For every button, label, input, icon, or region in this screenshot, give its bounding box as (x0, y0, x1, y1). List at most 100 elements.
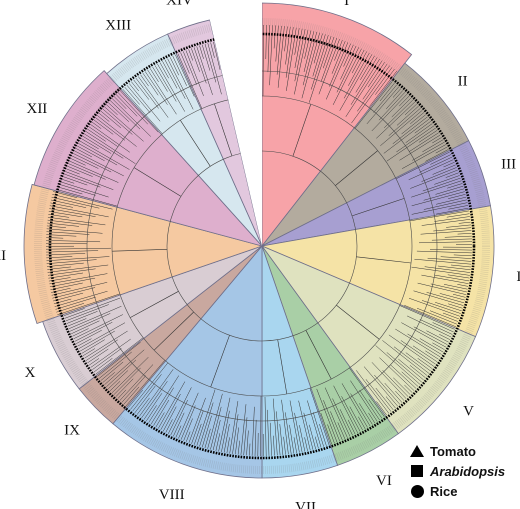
branch-line (299, 425, 306, 452)
branch-line (450, 264, 471, 268)
branch-line (223, 423, 230, 453)
branch-line (61, 169, 114, 190)
branch-spoke (356, 256, 412, 264)
branch-line (314, 436, 319, 449)
leaf-marker-ring-line (48, 32, 476, 460)
branch-line (46, 228, 103, 234)
branch-line (374, 374, 401, 405)
branch-line (133, 79, 150, 100)
branch-line (386, 127, 436, 162)
branch-line (46, 240, 101, 243)
branch-line (196, 389, 216, 446)
branch-line (356, 370, 390, 414)
branch-line (173, 412, 185, 437)
branch-line (425, 350, 439, 360)
branch-line (408, 159, 454, 181)
branch-line (396, 125, 435, 153)
clade-label-8: VIII (159, 487, 185, 503)
branch-line (46, 231, 90, 235)
branch-line (412, 345, 438, 363)
branch-line (90, 338, 131, 368)
branch-line (425, 149, 449, 162)
branch-line (331, 41, 346, 74)
branch-line (97, 108, 122, 129)
branch-line (251, 406, 255, 456)
branch-line (199, 402, 214, 447)
branch-line (327, 424, 335, 444)
branch-line (65, 304, 109, 322)
branch-line (52, 287, 96, 299)
branch-line (273, 25, 276, 49)
branch-line (404, 384, 413, 393)
branch-line (55, 188, 118, 207)
branch-line (301, 32, 320, 99)
branch-line (399, 95, 410, 107)
branch-line (432, 342, 445, 350)
branch-line (136, 397, 150, 415)
branch-line (212, 420, 221, 451)
branch-line (165, 419, 173, 433)
branch-line (440, 256, 472, 259)
branch-line (340, 45, 357, 80)
branch-line (384, 99, 414, 128)
branch-line (130, 362, 169, 410)
branch-line (275, 25, 279, 62)
branch-line (52, 194, 113, 210)
branch-spoke (352, 198, 405, 217)
branch-line (73, 314, 124, 340)
branch-line (332, 48, 362, 106)
branch-line (411, 202, 468, 215)
clade-label-13: XIII (105, 18, 131, 34)
branch-line (73, 143, 105, 162)
branch-line (421, 167, 457, 182)
branch-line (215, 433, 221, 451)
branch-line (51, 282, 108, 296)
branch-spoke (130, 291, 179, 318)
branch-line (341, 396, 361, 432)
branch-line (80, 330, 115, 352)
branch-line (448, 194, 466, 199)
clade-label-6: VI (376, 473, 392, 489)
legend-label-tomato: Tomato (430, 443, 476, 459)
branch-line (60, 172, 101, 188)
branch-line (69, 151, 112, 173)
triangle-icon (408, 445, 426, 457)
branch-line (393, 377, 411, 395)
branch-line (63, 164, 93, 177)
legend-item-arabidopsis: Arabidopsis (408, 461, 505, 481)
branch-line (365, 379, 392, 412)
branch-line (411, 191, 465, 207)
branch-line (167, 58, 194, 110)
branch-line (350, 393, 371, 427)
branch-line (191, 410, 204, 444)
branch-line (339, 54, 373, 111)
branch-line (264, 396, 267, 457)
branch-line (424, 266, 471, 273)
branch-line (113, 91, 138, 117)
branch-line (294, 28, 300, 55)
branch-line (457, 233, 472, 235)
branch-line (49, 277, 96, 288)
branch-line (113, 367, 141, 395)
branch-line (72, 328, 89, 337)
branch-line (354, 81, 393, 129)
branch-line (49, 208, 96, 217)
branch-line (59, 175, 88, 186)
branch-line (319, 423, 327, 446)
branch-line (349, 367, 385, 417)
branch-line (84, 126, 106, 142)
branch-line (65, 161, 106, 180)
branch-line (134, 385, 156, 414)
branch-line (375, 345, 421, 385)
branch-line (383, 118, 430, 154)
branch-line (75, 141, 118, 166)
branch-line (269, 422, 272, 456)
branch-line (343, 44, 354, 67)
branch-line (293, 437, 297, 454)
branch-line (417, 282, 467, 295)
branch-line (240, 404, 247, 455)
branch-line (145, 405, 157, 422)
branch-line (420, 230, 472, 235)
branch-line (85, 124, 119, 147)
branch-line (329, 42, 349, 87)
